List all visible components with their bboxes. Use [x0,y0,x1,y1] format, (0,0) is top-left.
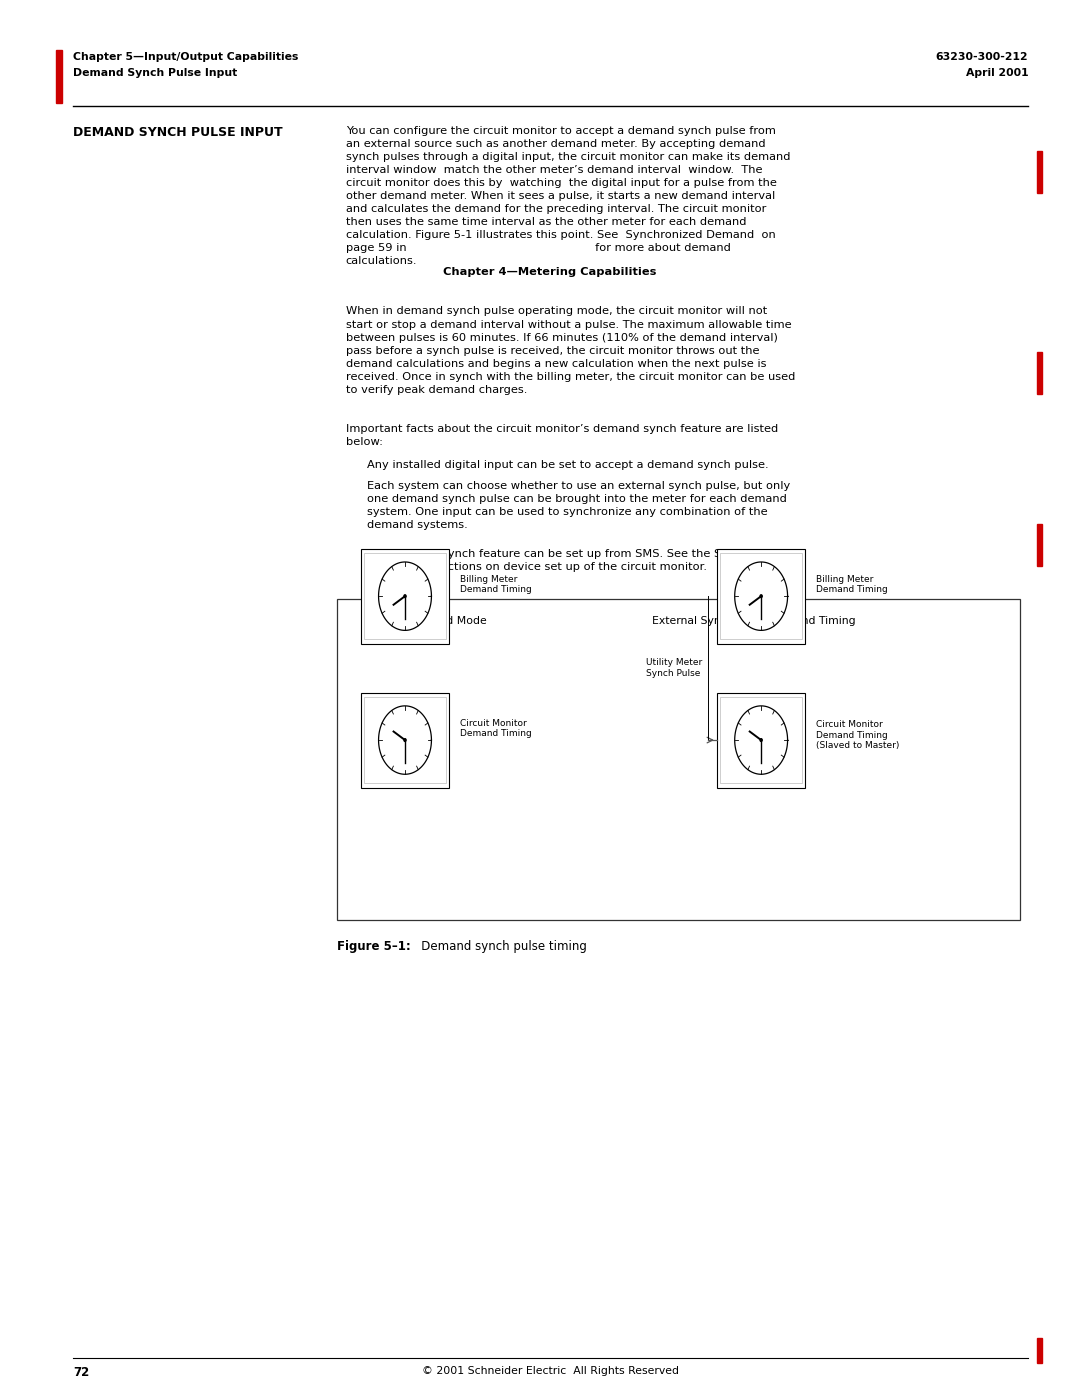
Bar [56,50,62,103]
Text: Utility Meter
Synch Pulse: Utility Meter Synch Pulse [646,658,702,678]
Text: Any installed digital input can be set to accept a demand synch pulse.: Any installed digital input can be set t… [367,461,769,471]
Bar [1037,352,1042,394]
Bar [1037,524,1042,566]
Text: Circuit Monitor
Demand Timing: Circuit Monitor Demand Timing [460,719,531,739]
Text: Chapter 5—Input/Output Capabilities: Chapter 5—Input/Output Capabilities [73,52,299,61]
Text: Normal Demand Mode: Normal Demand Mode [364,616,487,626]
Text: 72: 72 [73,1366,90,1379]
Bar [361,549,449,644]
Text: 63230-300-212: 63230-300-212 [935,52,1028,61]
Text: You can configure the circuit monitor to accept a demand synch pulse from
an ext: You can configure the circuit monitor to… [346,126,791,267]
Text: The demand synch feature can be set up from SMS. See the SMS online
help for ins: The demand synch feature can be set up f… [367,549,778,571]
Circle shape [760,595,762,598]
Text: Circuit Monitor
Demand Timing
(Slaved to Master): Circuit Monitor Demand Timing (Slaved to… [816,721,900,750]
Circle shape [404,595,406,598]
Bar [717,549,806,644]
Bar [364,553,446,640]
Text: Billing Meter
Demand Timing: Billing Meter Demand Timing [460,576,531,595]
Circle shape [760,739,762,742]
Text: Billing Meter
Demand Timing: Billing Meter Demand Timing [816,576,888,595]
Bar [720,697,802,784]
Bar [361,693,449,788]
Bar [364,697,446,784]
Text: DEMAND SYNCH PULSE INPUT: DEMAND SYNCH PULSE INPUT [73,126,283,138]
Text: External Synch Pulse Demand Timing: External Synch Pulse Demand Timing [652,616,855,626]
Text: Chapter 4—Metering Capabilities: Chapter 4—Metering Capabilities [443,267,657,277]
Circle shape [404,739,406,742]
Bar [717,693,806,788]
Bar [1037,151,1042,193]
Text: Each system can choose whether to use an external synch pulse, but only
one dema: Each system can choose whether to use an… [367,481,791,529]
Text: Demand Synch Pulse Input: Demand Synch Pulse Input [73,68,238,78]
Text: When in demand synch pulse operating mode, the circuit monitor will not
start or: When in demand synch pulse operating mod… [346,306,795,395]
Bar [337,599,1020,921]
Text: April 2001: April 2001 [966,68,1028,78]
Text: © 2001 Schneider Electric  All Rights Reserved: © 2001 Schneider Electric All Rights Res… [422,1366,679,1376]
Text: Figure 5–1:: Figure 5–1: [337,940,410,953]
Text: Demand synch pulse timing: Demand synch pulse timing [410,940,588,953]
Bar [1037,1338,1042,1363]
Bar [720,553,802,640]
Text: Important facts about the circuit monitor’s demand synch feature are listed
belo: Important facts about the circuit monito… [346,425,778,447]
